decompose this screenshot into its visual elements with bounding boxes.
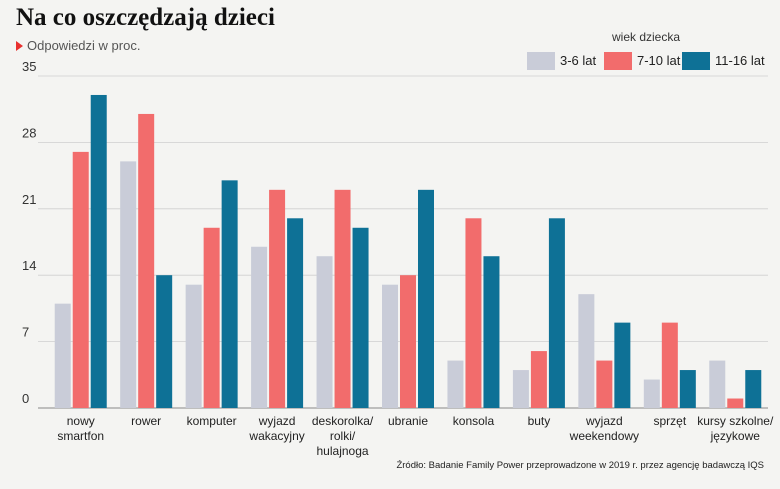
- bar: [483, 256, 500, 408]
- x-category-label-line: hulajnoga: [317, 444, 369, 458]
- legend-title: wiek dziecka: [612, 30, 681, 44]
- bar: [400, 275, 416, 408]
- bar: [120, 161, 137, 408]
- y-tick-label: 7: [22, 325, 29, 340]
- bar: [203, 227, 220, 408]
- bar: [185, 284, 202, 408]
- bar: [90, 94, 107, 408]
- legend-swatch: [682, 52, 710, 70]
- bar: [72, 151, 89, 408]
- triangle-marker-icon: [16, 41, 23, 51]
- x-category-label: konsola: [453, 414, 495, 428]
- x-category-label: wyjazd weekendowy: [569, 414, 639, 443]
- y-tick-label: 35: [22, 59, 36, 74]
- legend-label: 7-10 lat: [637, 53, 681, 68]
- bar: [352, 227, 369, 408]
- x-category-label: nowy smartfon: [57, 414, 104, 443]
- bar: [679, 370, 696, 408]
- bar: [382, 284, 398, 408]
- source-note: Źródło: Badanie Family Power przeprowadz…: [396, 460, 764, 471]
- x-category-label-line: wakacyjny: [248, 429, 304, 443]
- bar: [251, 246, 268, 408]
- subtitle-text: Odpowiedzi w proc.: [27, 38, 141, 53]
- bar: [578, 294, 595, 408]
- x-category-label-line: kursy szkolne/: [697, 414, 774, 428]
- x-category-label: deskorolka/rolki/hulajnoga: [312, 414, 374, 458]
- bar: [614, 322, 631, 408]
- x-category-label-line: sprzęt: [653, 414, 686, 428]
- x-category-label-line: językowe: [710, 429, 761, 443]
- bar: [221, 180, 238, 408]
- y-tick-label: 0: [22, 391, 29, 406]
- x-category-label-line: weekendowy: [569, 429, 639, 443]
- legend-label: 11-16 lat: [715, 53, 765, 68]
- chart-subtitle: Odpowiedzi w proc.: [16, 38, 140, 53]
- x-category-label-line: wyjazd: [258, 414, 296, 428]
- bar: [287, 218, 304, 408]
- bar: [727, 398, 744, 408]
- x-category-label-line: wyjazd: [585, 414, 623, 428]
- bar: [465, 218, 482, 408]
- bar: [447, 360, 464, 408]
- bar: [709, 360, 726, 408]
- y-tick-label: 28: [22, 125, 36, 140]
- bar: [745, 370, 762, 408]
- x-category-label-line: komputer: [187, 414, 237, 428]
- x-category-label: kursy szkolne/językowe: [697, 414, 774, 443]
- bar: [334, 189, 351, 408]
- bar: [643, 379, 660, 408]
- x-category-label: ubranie: [388, 414, 428, 428]
- bar: [54, 303, 71, 408]
- bar: [661, 322, 678, 408]
- bar: [418, 189, 434, 408]
- x-category-label: buty: [528, 414, 551, 428]
- bar: [548, 218, 565, 408]
- x-category-label: komputer: [187, 414, 237, 428]
- y-tick-label: 14: [22, 258, 36, 273]
- legend-swatch: [604, 52, 632, 70]
- chart-title: Na co oszczędzają dzieci: [16, 4, 275, 31]
- x-category-label-line: konsola: [453, 414, 495, 428]
- x-category-label: wyjazd wakacyjny: [248, 414, 304, 443]
- bar: [530, 351, 547, 408]
- x-category-label-line: deskorolka/: [312, 414, 374, 428]
- x-category-label-line: smartfon: [57, 429, 104, 443]
- x-category-label: sprzęt: [653, 414, 686, 428]
- legend-swatch: [527, 52, 555, 70]
- legend-label: 3-6 lat: [560, 53, 597, 68]
- bar: [596, 360, 613, 408]
- x-category-label-line: rolki/: [330, 429, 356, 443]
- x-category-label-line: buty: [528, 414, 551, 428]
- bar: [512, 370, 529, 408]
- x-category-label: rower: [131, 414, 161, 428]
- bar: [156, 275, 173, 408]
- bar: [138, 113, 155, 408]
- bar: [316, 256, 333, 408]
- y-tick-label: 21: [22, 192, 36, 207]
- bar: [269, 189, 286, 408]
- x-category-label-line: ubranie: [388, 414, 428, 428]
- x-category-label-line: rower: [131, 414, 161, 428]
- x-category-label-line: nowy: [67, 414, 95, 428]
